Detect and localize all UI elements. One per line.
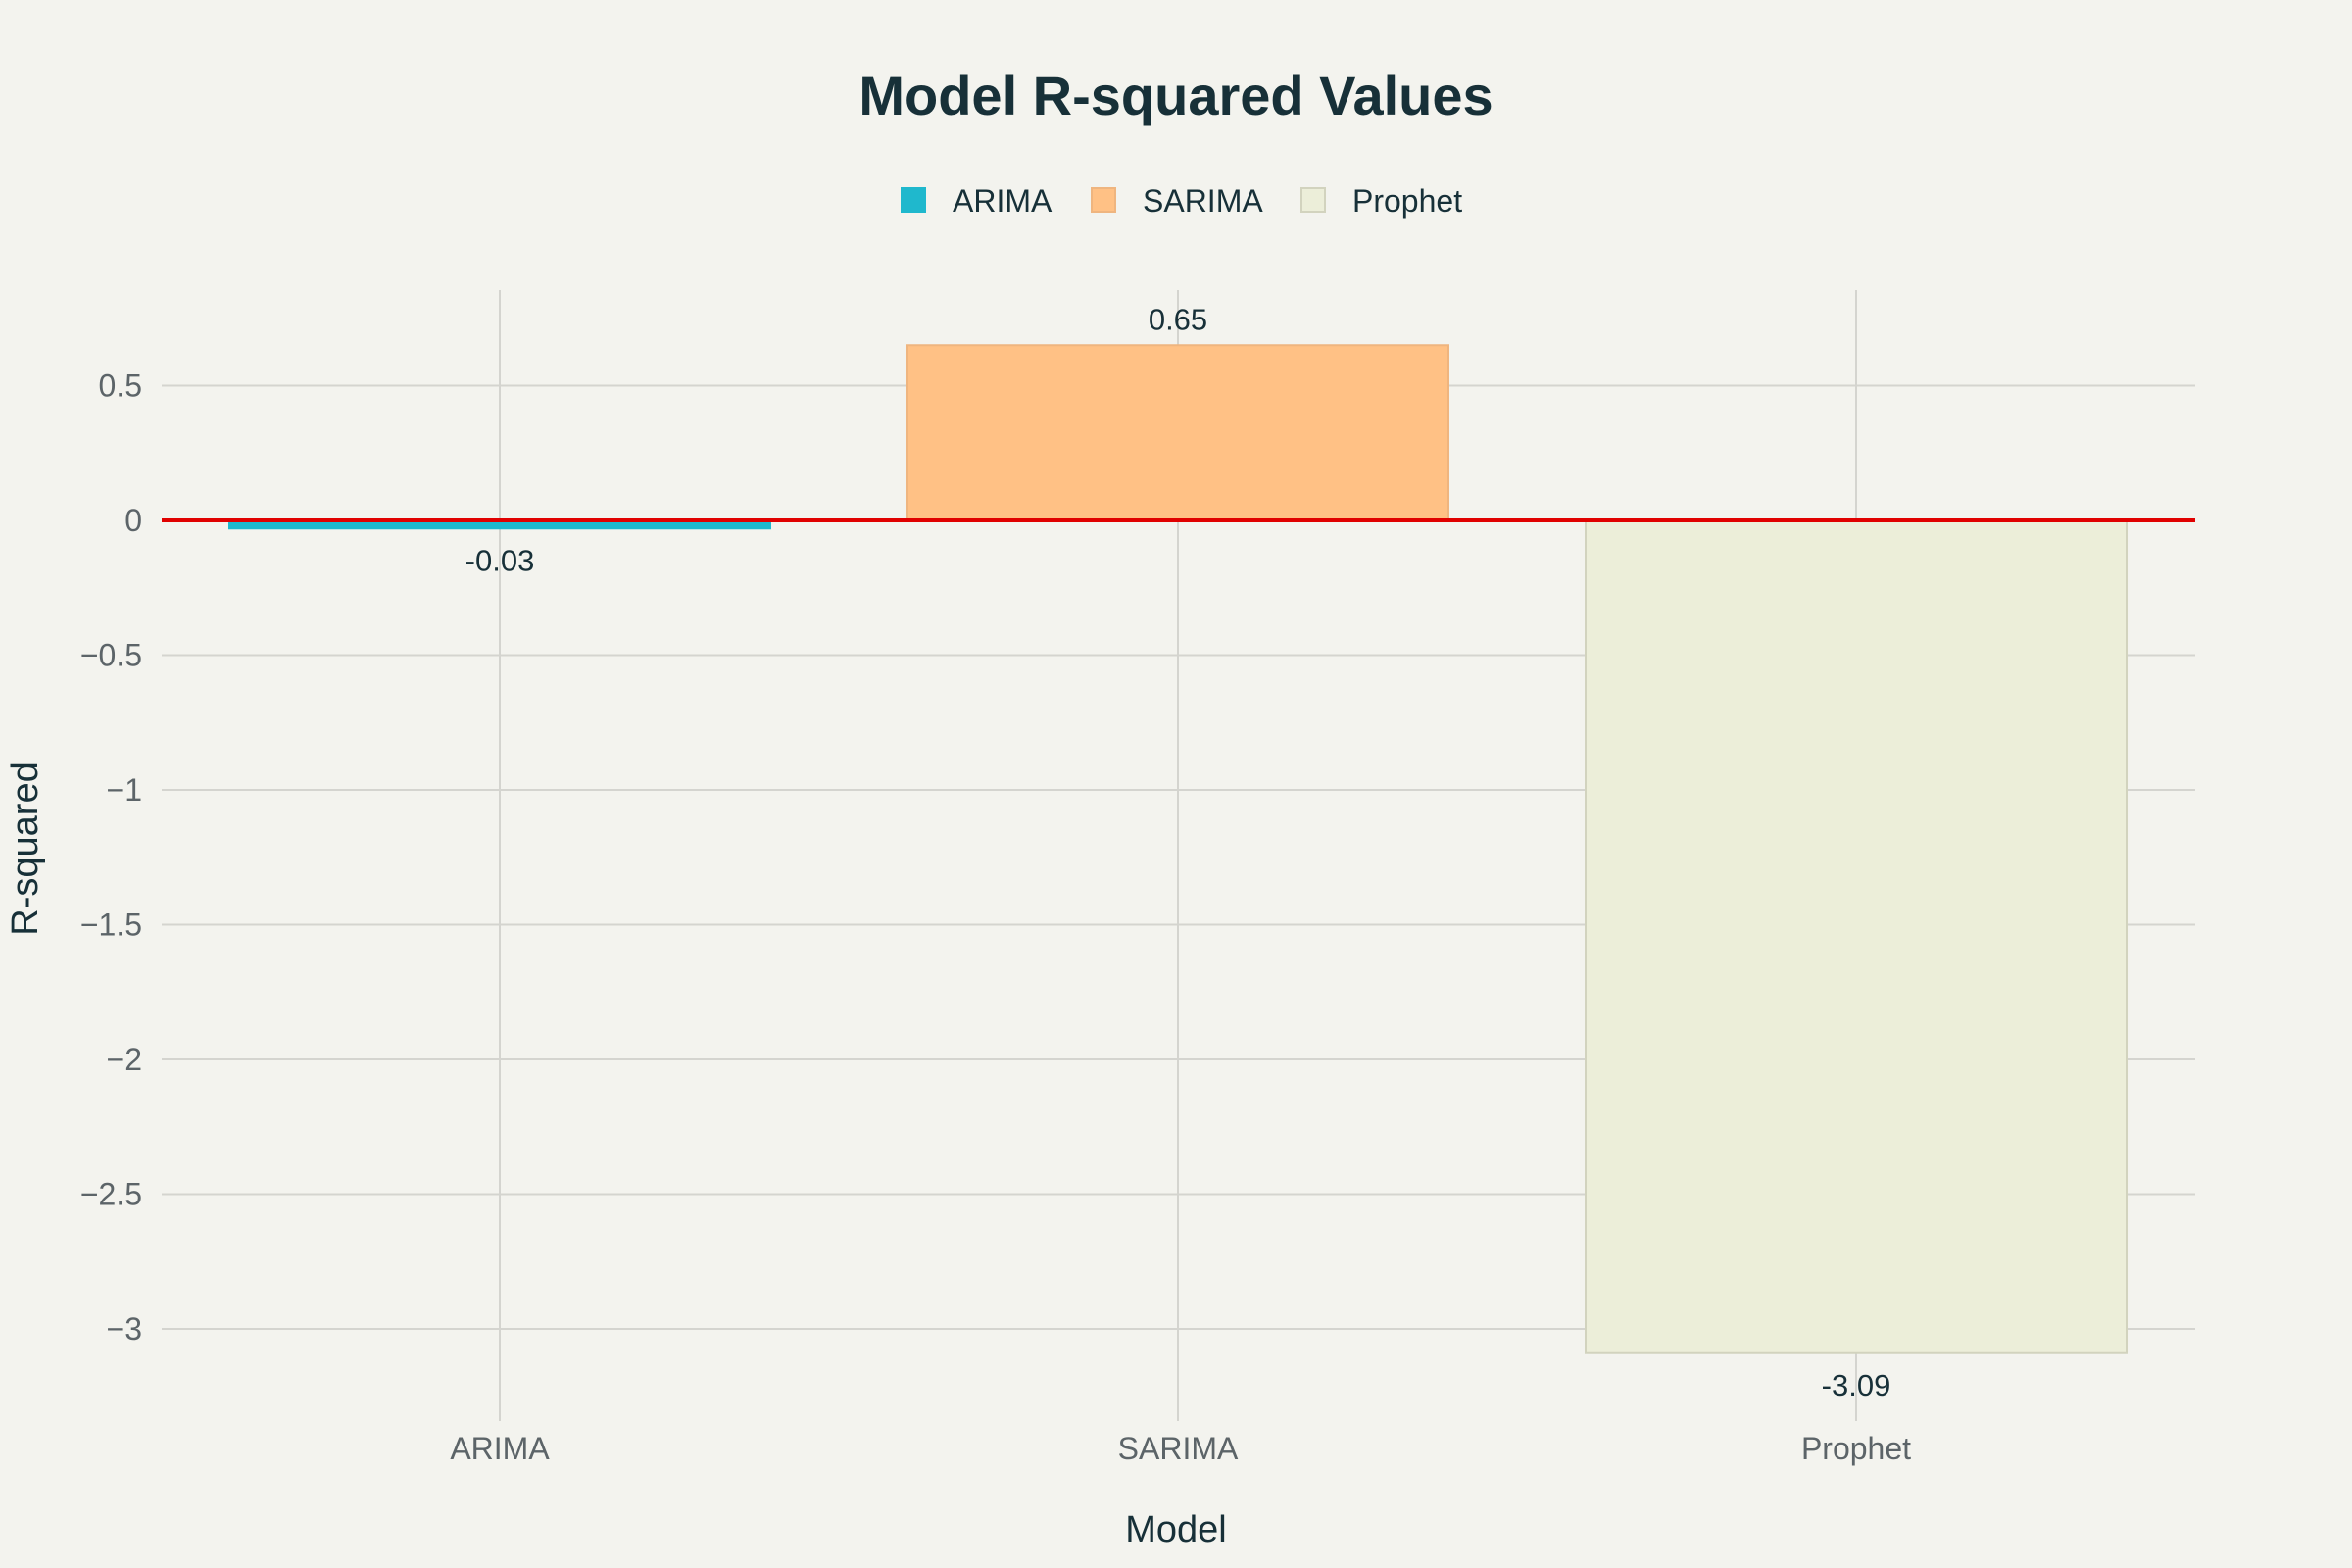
bar-sarima xyxy=(906,344,1449,521)
value-label-prophet: -3.09 xyxy=(1822,1368,1891,1402)
legend-item-prophet: Prophet xyxy=(1300,183,1462,219)
value-labels: -0.03 0.65 -3.09 xyxy=(466,302,1891,1402)
x-tick-label: Prophet xyxy=(1801,1431,1911,1466)
y-axis-ticks: 0.5 0 −0.5 −1 −1.5 −2 −2.5 −3 xyxy=(80,368,142,1348)
legend: ARIMA SARIMA Prophet xyxy=(901,183,1462,219)
y-tick-label: −0.5 xyxy=(80,638,142,673)
chart-title: Model R-squared Values xyxy=(858,65,1493,126)
legend-item-arima: ARIMA xyxy=(901,183,1053,219)
bar-prophet xyxy=(1585,519,2128,1354)
y-tick-label: −1.5 xyxy=(80,907,142,943)
legend-swatch xyxy=(901,187,926,213)
bars xyxy=(228,344,2128,1354)
legend-label: SARIMA xyxy=(1143,183,1263,219)
legend-label: Prophet xyxy=(1352,183,1462,219)
x-axis-ticks: ARIMA SARIMA Prophet xyxy=(450,1431,1911,1466)
y-tick-label: −2.5 xyxy=(80,1177,142,1212)
legend-swatch xyxy=(1300,187,1326,213)
legend-item-sarima: SARIMA xyxy=(1091,183,1263,219)
value-label-arima: -0.03 xyxy=(466,543,535,577)
y-tick-label: −2 xyxy=(107,1042,142,1077)
legend-swatch xyxy=(1091,187,1116,213)
y-tick-label: 0.5 xyxy=(99,368,142,404)
x-tick-label: ARIMA xyxy=(450,1431,550,1466)
y-tick-label: −3 xyxy=(107,1311,142,1347)
value-label-sarima: 0.65 xyxy=(1149,302,1207,336)
legend-label: ARIMA xyxy=(953,183,1053,219)
x-axis-title: Model xyxy=(1125,1509,1227,1550)
y-axis-title: R-squared xyxy=(5,761,46,935)
y-tick-label: 0 xyxy=(124,503,142,538)
y-tick-label: −1 xyxy=(107,772,142,808)
x-tick-label: SARIMA xyxy=(1118,1431,1239,1466)
